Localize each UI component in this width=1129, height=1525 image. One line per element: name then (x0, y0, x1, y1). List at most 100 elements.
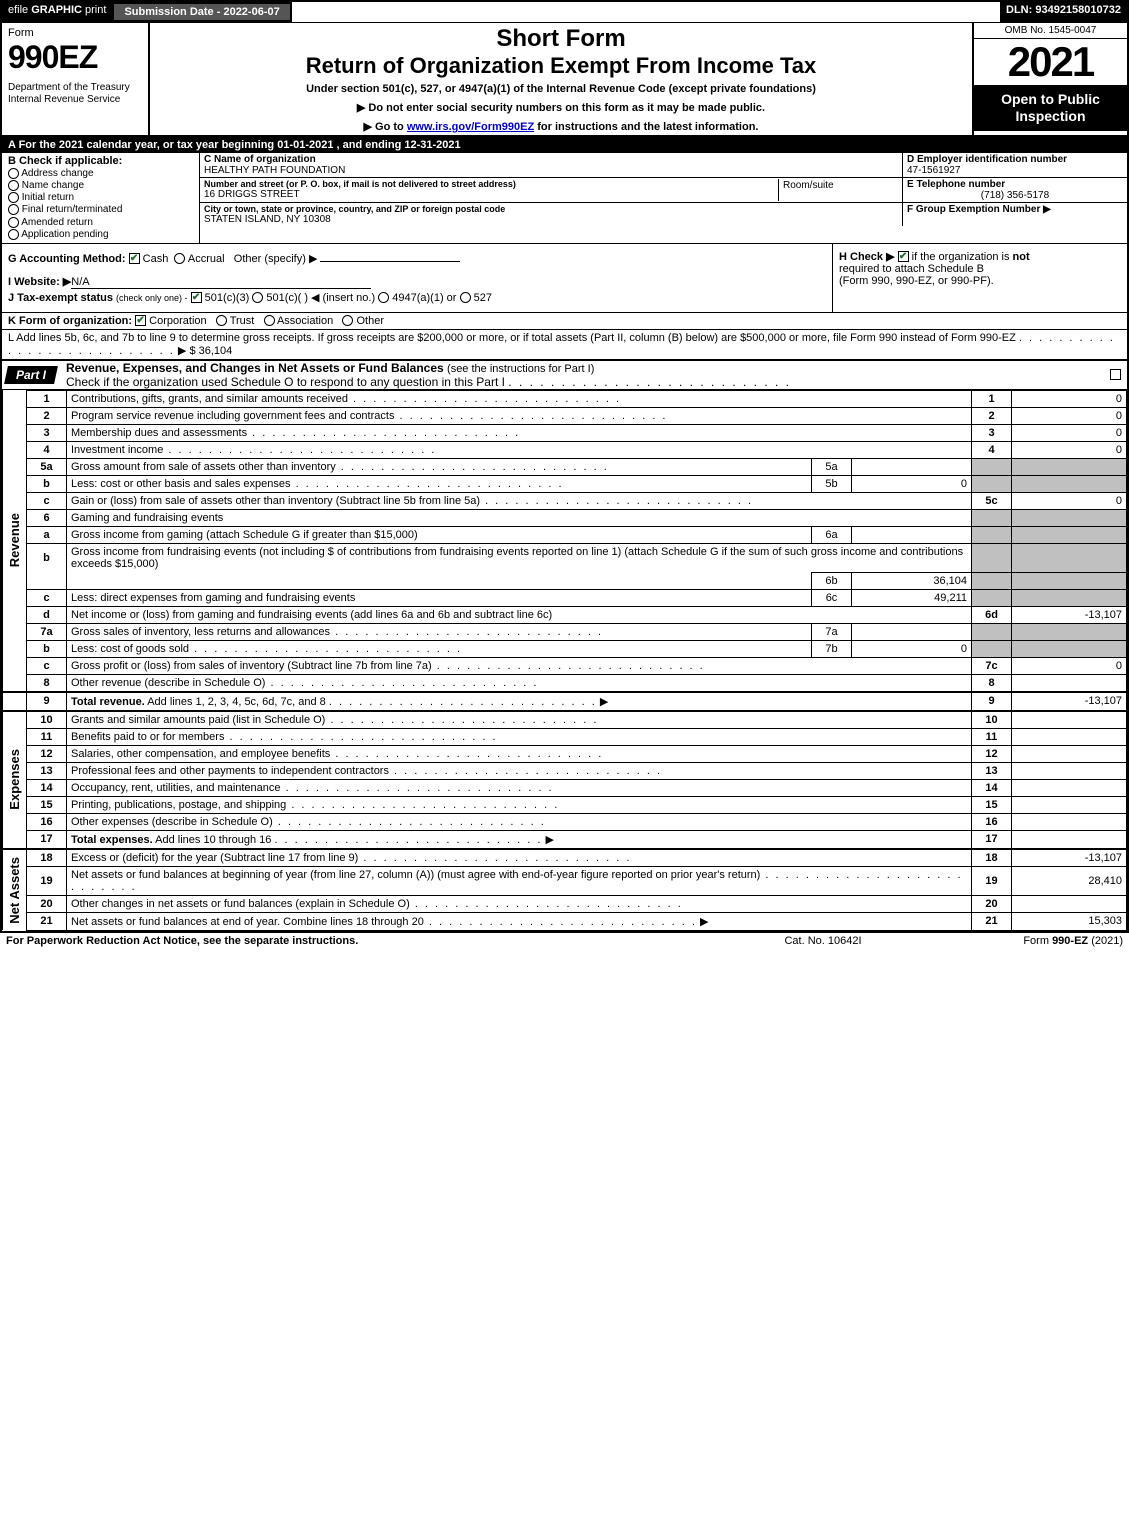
form-word: Form (8, 27, 142, 39)
form-short-title: Short Form (160, 25, 962, 53)
chk-527[interactable] (460, 292, 471, 303)
col-cdef: C Name of organization HEALTHY PATH FOUN… (200, 153, 1127, 243)
tax-year: 2021 (974, 39, 1127, 85)
form-subtitle-1: Under section 501(c), 527, or 4947(a)(1)… (160, 83, 962, 95)
chk-501c3[interactable]: ✔ (191, 292, 202, 303)
irs-link[interactable]: www.irs.gov/Form990EZ (407, 121, 534, 133)
chk-final-return[interactable]: Final return/terminated (8, 204, 193, 215)
city-value: STATEN ISLAND, NY 10308 (204, 214, 898, 225)
other-method-input[interactable] (320, 261, 460, 262)
amt-14 (1012, 779, 1127, 796)
amt-7c: 0 (1012, 657, 1127, 674)
e-phone: E Telephone number (718) 356-5178 (902, 178, 1127, 202)
amt-20 (1012, 895, 1127, 912)
amt-8 (1012, 674, 1127, 692)
street-value: 16 DRIGGS STREET (204, 189, 778, 200)
amt-21: 15,303 (1012, 912, 1127, 930)
amt-13 (1012, 762, 1127, 779)
chk-corporation[interactable]: ✔ (135, 315, 146, 326)
form-subtitle-3: ▶ Go to www.irs.gov/Form990EZ for instru… (160, 120, 962, 133)
chk-4947[interactable] (378, 292, 389, 303)
topbar: efile GRAPHIC print Submission Date - 20… (2, 2, 1127, 23)
amt-17 (1012, 830, 1127, 849)
org-name: HEALTHY PATH FOUNDATION (204, 165, 898, 176)
amt-3: 0 (1012, 424, 1127, 441)
amt-10 (1012, 711, 1127, 729)
val-7b: 0 (852, 640, 972, 657)
gross-receipts: $ 36,104 (189, 345, 232, 357)
dln: DLN: 93492158010732 (1000, 2, 1127, 22)
amt-15 (1012, 796, 1127, 813)
val-7a (852, 623, 972, 640)
chk-amended-return[interactable]: Amended return (8, 217, 193, 228)
chk-sched-b-not-required[interactable]: ✔ (898, 251, 909, 262)
website-value: N/A (71, 276, 371, 289)
omb-number: OMB No. 1545-0047 (974, 23, 1127, 39)
form-title: Return of Organization Exempt From Incom… (160, 53, 962, 79)
chk-application-pending[interactable]: Application pending (8, 229, 193, 240)
form-subtitle-2: ▶ Do not enter social security numbers o… (160, 101, 962, 114)
amt-9: -13,107 (1012, 692, 1127, 711)
header-right: OMB No. 1545-0047 2021 Open to Public In… (972, 23, 1127, 135)
net-assets-label: Net Assets (7, 857, 22, 924)
chk-association[interactable] (264, 315, 275, 326)
form-990ez: efile GRAPHIC print Submission Date - 20… (0, 0, 1129, 933)
chk-accrual[interactable] (174, 253, 185, 264)
b-label: B Check if applicable: (8, 155, 193, 167)
amt-6d: -13,107 (1012, 606, 1127, 623)
amt-2: 0 (1012, 407, 1127, 424)
amt-1: 0 (1012, 390, 1127, 407)
line-j: J Tax-exempt status (check only one) - ✔… (8, 291, 826, 304)
form-ref: Form 990-EZ (2021) (923, 935, 1123, 947)
header-left: Form 990EZ Department of the Treasury In… (2, 23, 150, 135)
amt-5c: 0 (1012, 492, 1127, 509)
open-to-public: Open to Public Inspection (974, 85, 1127, 131)
line-a: A For the 2021 calendar year, or tax yea… (2, 137, 1127, 153)
paperwork-notice: For Paperwork Reduction Act Notice, see … (6, 935, 723, 947)
val-6b: 36,104 (852, 572, 972, 589)
col-b: B Check if applicable: Address change Na… (2, 153, 200, 243)
section-g-to-j: G Accounting Method: ✔ Cash Accrual Othe… (2, 244, 1127, 313)
chk-501c[interactable] (252, 292, 263, 303)
phone-value: (718) 356-5178 (907, 190, 1123, 201)
chk-cash[interactable]: ✔ (129, 253, 140, 264)
section-b-to-f: B Check if applicable: Address change Na… (2, 153, 1127, 244)
amt-18: -13,107 (1012, 849, 1127, 867)
part1-table: Revenue 1 Contributions, gifts, grants, … (2, 390, 1127, 931)
efile-print-label: efile GRAPHIC print (2, 2, 112, 22)
chk-name-change[interactable]: Name change (8, 180, 193, 191)
footer: For Paperwork Reduction Act Notice, see … (0, 933, 1129, 949)
chk-schedule-o-part1[interactable] (1110, 369, 1121, 380)
cat-no: Cat. No. 10642I (723, 935, 923, 947)
val-6a (852, 526, 972, 543)
amt-16 (1012, 813, 1127, 830)
amt-19: 28,410 (1012, 866, 1127, 895)
form-number: 990EZ (8, 39, 142, 76)
chk-initial-return[interactable]: Initial return (8, 192, 193, 203)
line-k: K Form of organization: ✔ Corporation Tr… (2, 313, 1127, 330)
col-h: H Check ▶ ✔ if the organization is not r… (832, 244, 1127, 312)
part1-tab: Part I (4, 366, 58, 384)
line-g: G Accounting Method: ✔ Cash Accrual Othe… (8, 252, 826, 265)
submission-date: Submission Date - 2022-06-07 (112, 2, 291, 22)
d-ein: D Employer identification number 47-1561… (902, 153, 1127, 177)
chk-other-org[interactable] (342, 315, 353, 326)
ein-value: 47-1561927 (907, 165, 1123, 176)
header: Form 990EZ Department of the Treasury In… (2, 23, 1127, 137)
line-l: L Add lines 5b, 6c, and 7b to line 9 to … (2, 330, 1127, 361)
col-g: G Accounting Method: ✔ Cash Accrual Othe… (2, 244, 832, 312)
part1-title: Revenue, Expenses, and Changes in Net As… (56, 361, 791, 389)
chk-address-change[interactable]: Address change (8, 168, 193, 179)
department: Department of the Treasury Internal Reve… (8, 82, 142, 106)
expenses-label: Expenses (7, 749, 22, 810)
amt-4: 0 (1012, 441, 1127, 458)
chk-trust[interactable] (216, 315, 227, 326)
c-name: C Name of organization HEALTHY PATH FOUN… (200, 153, 902, 177)
revenue-label: Revenue (7, 513, 22, 567)
amt-12 (1012, 745, 1127, 762)
val-5a (852, 458, 972, 475)
line-i: I Website: ▶N/A (8, 275, 826, 289)
room-suite: Room/suite (778, 179, 898, 201)
val-6c: 49,211 (852, 589, 972, 606)
val-5b: 0 (852, 475, 972, 492)
